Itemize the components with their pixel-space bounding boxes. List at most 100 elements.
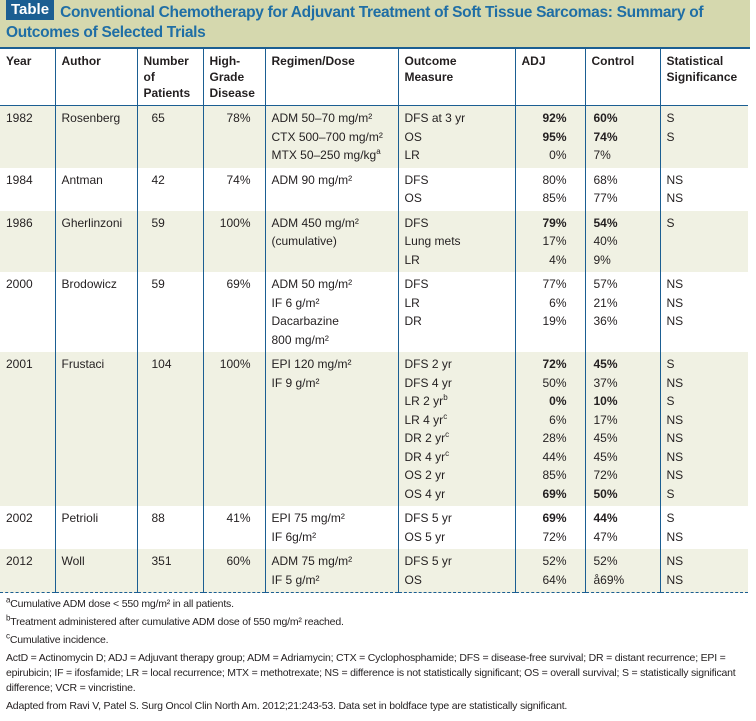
year-cell: 2000	[6, 277, 33, 291]
adj-cell: 92% 95% 0%	[514, 105, 585, 168]
author-cell: Frustaci	[54, 352, 137, 506]
table-notes: aCumulative ADM dose < 550 mg/m² in all …	[0, 593, 750, 721]
significance-value: S	[666, 129, 675, 144]
author-cell: Antman	[54, 167, 137, 211]
significance-value: NS	[666, 431, 684, 445]
patients-cell: 351	[136, 549, 203, 593]
significance-cell: NS NS	[659, 167, 748, 211]
outcome-text: OS 5 yr	[404, 529, 446, 544]
adj-value: 64%	[542, 572, 567, 587]
control-cell: 54% 40% 9%	[584, 210, 660, 272]
outcome-text: OS 2 yr	[404, 468, 446, 482]
significance-value	[667, 232, 743, 251]
regimen-cell: ADM 50–70 mg/m² CTX 500–700 mg/m² MTX 50–2…	[264, 105, 398, 168]
outcome-cell: DFS LR DR	[397, 272, 515, 352]
outcome-measure: DFS 5 yr	[405, 509, 509, 528]
outcome-text: DFS	[404, 215, 429, 230]
adj-value: 72%	[542, 529, 567, 544]
outcome-measure: LR	[405, 251, 509, 270]
regimen-cell: EPI 120 mg/m² IF 9 g/m²	[264, 352, 398, 506]
significance-value: NS	[666, 449, 684, 464]
adj-value: 95%	[542, 129, 567, 144]
outcome-measure: DFS	[405, 171, 509, 190]
table-row: 2000 Brodowicz 59 69% ADM 50 mg/m² IF 6 g/m² D…	[0, 272, 748, 352]
footnote-text: Cumulative ADM dose < 550 mg/m² in all p…	[10, 598, 234, 610]
control-value: 52%	[593, 554, 618, 568]
control-value: 17%	[593, 412, 618, 427]
control-value: 47%	[593, 529, 618, 544]
patients-cell: 65	[136, 105, 203, 168]
adj-value: 52%	[542, 554, 567, 568]
control-value: 9%	[593, 252, 611, 267]
control-value: 68%	[593, 172, 618, 187]
regimen-text: ADM 50 mg/m²	[271, 277, 353, 291]
outcome-cell: DFS 5 yr OS	[397, 549, 515, 593]
year-cell: 1984	[6, 172, 33, 187]
year-cell: 2001	[0, 352, 55, 506]
outcome-text: LR 4 yr	[404, 412, 444, 427]
regimen-line: ADM 450 mg/m²	[272, 214, 392, 233]
significance-value: NS	[666, 572, 684, 587]
table-label: Table	[6, 0, 55, 20]
year-cell: 2012	[0, 549, 55, 593]
outcome-cell: DFS 5 yr OS 5 yr	[397, 506, 515, 549]
outcome-measure: LR 4 yrc	[405, 411, 509, 430]
high-grade-cell: 100%	[202, 352, 265, 506]
control-value: 60%	[593, 111, 618, 125]
footnote-text: Treatment administered after cumulative …	[10, 616, 344, 628]
outcome-measure: DFS 5 yr	[405, 552, 509, 571]
control-value: 7%	[593, 148, 611, 162]
adj-value: 80%	[542, 172, 567, 187]
outcome-text: DFS 5 yr	[404, 511, 452, 525]
outcome-measure: OS 4 yr	[405, 485, 509, 504]
outcome-text: DFS 2 yr	[404, 357, 452, 371]
significance-cell: S NS	[659, 506, 748, 549]
control-value: 57%	[593, 277, 618, 291]
regimen-line: IF 9 g/m²	[272, 374, 392, 393]
adj-cell: 52% 64%	[514, 549, 585, 593]
regimen-text: IF 6g/m²	[271, 529, 317, 544]
control-cell: 44% 47%	[584, 506, 660, 549]
outcome-measure: DR 4 yrc	[405, 448, 509, 467]
adj-value: 19%	[542, 314, 567, 328]
footnote: bTreatment administered after cumulative…	[6, 613, 744, 630]
author-cell: Petrioli	[54, 506, 137, 549]
regimen-line: ADM 75 mg/m²	[272, 552, 392, 571]
control-value: 54%	[593, 215, 618, 230]
table-title-band: Table Conventional Chemotherapy for Adjuv…	[0, 0, 750, 49]
outcome-cell: DFS at 3 yr OS LR	[397, 105, 515, 168]
significance-value: S	[666, 111, 675, 125]
outcomes-table: Year Author Number of Patients High-Grade D…	[0, 49, 748, 593]
outcome-measure: OS	[405, 189, 509, 208]
regimen-text: IF 5 g/m²	[271, 572, 320, 587]
control-cell: 57% 21% 36%	[584, 272, 660, 352]
control-value: 10%	[593, 394, 618, 408]
control-value: 45%	[593, 357, 618, 371]
high-grade-cell: 78%	[202, 105, 265, 168]
adj-value: 17%	[542, 234, 567, 248]
regimen-line: ADM 50–70 mg/m²	[272, 109, 392, 128]
outcome-text: DR 2 yr	[404, 431, 446, 445]
regimen-text: MTX 50–250 mg/kg	[271, 148, 377, 162]
control-value: 37%	[593, 375, 618, 390]
control-value: 44%	[593, 511, 618, 525]
adj-value: 85%	[542, 191, 567, 205]
significance-value: S	[666, 215, 675, 230]
adj-value: 85%	[542, 468, 567, 482]
footnote-marker: b	[6, 613, 11, 623]
outcome-measure: LR	[405, 146, 509, 165]
significance-value: NS	[666, 468, 684, 482]
regimen-text: ADM 450 mg/m²	[271, 215, 359, 230]
outcome-text: DFS at 3 yr	[404, 111, 466, 125]
significance-value: NS	[666, 529, 684, 544]
column-header: Author	[54, 49, 137, 106]
outcome-text: DFS 4 yr	[404, 375, 452, 390]
outcome-measure: LR 2 yrb	[405, 392, 509, 411]
regimen-line: ADM 50 mg/m²	[272, 275, 392, 294]
high-grade-cell: 41%	[202, 506, 265, 549]
table-row: 1984 Antman 42 74% ADM 90 mg/m² DFS OS 80% 85% 68…	[0, 167, 748, 211]
column-header: Statistical Significance	[659, 49, 748, 106]
regimen-line: EPI 120 mg/m²	[272, 355, 392, 374]
regimen-cell: ADM 90 mg/m²	[264, 167, 398, 211]
